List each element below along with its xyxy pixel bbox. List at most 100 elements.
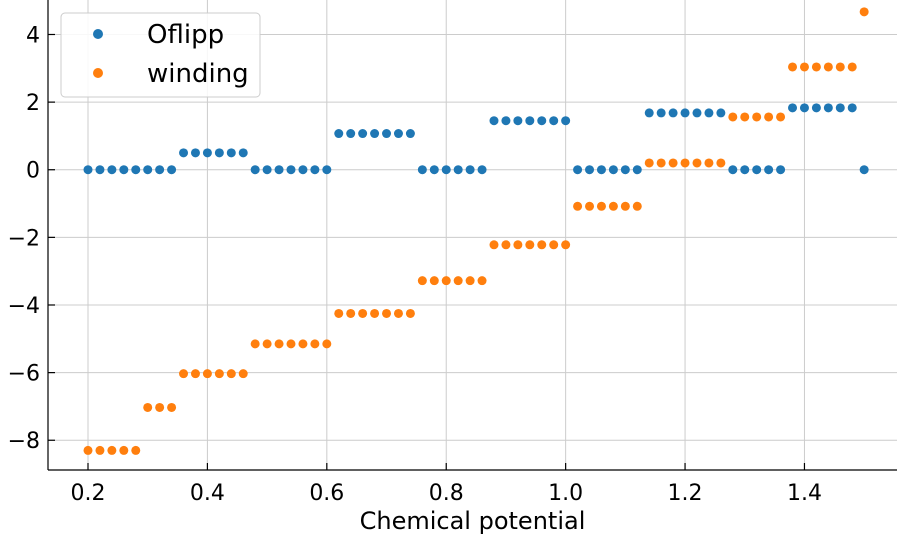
point-winding-50 (680, 158, 690, 168)
point-oflipp-41 (573, 165, 583, 175)
point-winding-52 (704, 158, 714, 168)
point-oflipp-43 (596, 165, 606, 175)
point-oflipp-57 (764, 165, 774, 175)
point-oflipp-33 (477, 165, 487, 175)
point-winding-53 (716, 158, 726, 168)
point-winding-61 (811, 62, 821, 72)
point-oflipp-36 (513, 116, 523, 126)
point-oflipp-34 (489, 116, 499, 126)
point-oflipp-48 (656, 108, 666, 118)
point-winding-21 (334, 308, 344, 318)
point-winding-43 (596, 201, 606, 211)
point-winding-25 (382, 308, 392, 318)
point-oflipp-5 (143, 165, 153, 175)
point-oflipp-4 (131, 165, 141, 175)
point-oflipp-15 (262, 165, 272, 175)
point-oflipp-30 (441, 165, 451, 175)
point-oflipp-47 (644, 108, 654, 118)
point-oflipp-40 (561, 116, 571, 126)
point-oflipp-46 (632, 165, 642, 175)
point-oflipp-18 (298, 165, 308, 175)
point-oflipp-1 (95, 165, 105, 175)
point-oflipp-23 (358, 129, 368, 139)
y-tick-label: −8 (8, 429, 40, 454)
point-oflipp-22 (346, 129, 356, 139)
point-winding-54 (728, 112, 738, 122)
point-oflipp-7 (167, 165, 177, 175)
point-winding-6 (155, 402, 165, 412)
point-oflipp-19 (310, 165, 320, 175)
point-oflipp-59 (788, 103, 798, 113)
point-oflipp-63 (835, 103, 845, 113)
point-winding-30 (441, 276, 451, 286)
point-winding-47 (644, 158, 654, 168)
point-oflipp-55 (740, 165, 750, 175)
point-winding-10 (202, 369, 212, 379)
point-winding-48 (656, 158, 666, 168)
x-tick-label: 1.4 (787, 481, 822, 506)
point-winding-20 (322, 339, 332, 349)
point-winding-60 (799, 62, 809, 72)
point-winding-39 (549, 240, 559, 250)
legend-label-oflipp: Oflipp (147, 20, 224, 50)
point-oflipp-52 (704, 108, 714, 118)
y-tick-label: −2 (8, 226, 40, 251)
point-winding-11 (214, 369, 224, 379)
point-oflipp-61 (811, 103, 821, 113)
point-oflipp-25 (382, 129, 392, 139)
point-oflipp-14 (250, 165, 260, 175)
point-oflipp-49 (668, 108, 678, 118)
point-winding-13 (238, 369, 248, 379)
point-oflipp-16 (274, 165, 284, 175)
point-oflipp-20 (322, 165, 332, 175)
point-winding-34 (489, 240, 499, 250)
point-winding-40 (561, 240, 571, 250)
data-points (83, 7, 869, 455)
point-oflipp-42 (585, 165, 595, 175)
point-winding-18 (298, 339, 308, 349)
point-winding-16 (274, 339, 284, 349)
point-oflipp-60 (799, 103, 809, 113)
y-tick-label: 0 (26, 159, 40, 184)
point-oflipp-53 (716, 108, 726, 118)
point-winding-64 (847, 62, 857, 72)
point-oflipp-9 (190, 148, 200, 158)
point-oflipp-37 (525, 116, 535, 126)
point-winding-35 (501, 240, 511, 250)
point-winding-62 (823, 62, 833, 72)
x-tick-label: 0.4 (190, 481, 225, 506)
point-oflipp-51 (692, 108, 702, 118)
point-winding-31 (453, 276, 463, 286)
point-oflipp-39 (549, 116, 559, 126)
point-winding-8 (179, 369, 189, 379)
point-winding-17 (286, 339, 296, 349)
point-oflipp-13 (238, 148, 248, 158)
point-winding-51 (692, 158, 702, 168)
point-oflipp-56 (752, 165, 762, 175)
point-winding-27 (405, 308, 415, 318)
point-oflipp-28 (417, 165, 427, 175)
point-winding-9 (190, 369, 200, 379)
point-winding-12 (226, 369, 236, 379)
point-winding-56 (752, 112, 762, 122)
point-winding-33 (477, 276, 487, 286)
point-winding-49 (668, 158, 678, 168)
point-winding-28 (417, 276, 427, 286)
point-oflipp-27 (405, 129, 415, 139)
point-oflipp-2 (107, 165, 117, 175)
axes (47, 0, 897, 471)
point-oflipp-24 (370, 129, 380, 139)
point-winding-65 (859, 7, 869, 17)
point-oflipp-6 (155, 165, 165, 175)
point-winding-14 (250, 339, 260, 349)
point-oflipp-10 (202, 148, 212, 158)
point-oflipp-29 (429, 165, 439, 175)
point-oflipp-8 (179, 148, 189, 158)
y-tick-label: −6 (8, 362, 40, 387)
point-oflipp-38 (537, 116, 547, 126)
point-winding-41 (573, 201, 583, 211)
ticks: 0.2 0.4 0.6 0.8 1.0 1.2 1.4 −8 −6 −4 −2 0 2 4 (8, 23, 822, 506)
point-winding-15 (262, 339, 272, 349)
point-oflipp-44 (608, 165, 618, 175)
